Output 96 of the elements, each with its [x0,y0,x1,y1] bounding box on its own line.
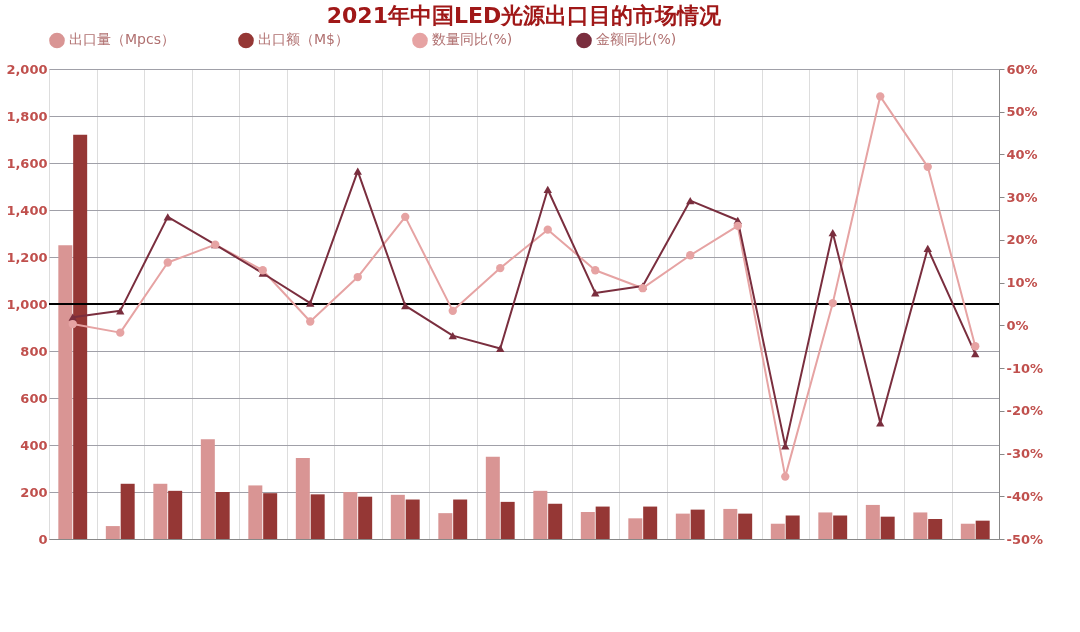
point [686,251,695,260]
bar [485,456,500,539]
bar [500,501,515,539]
bar [548,503,563,539]
point [543,185,552,194]
bar [928,519,943,539]
bar [390,494,405,539]
y-tick-label: 600 [20,390,48,406]
bar [580,511,595,539]
y2-tick-label: 0% [1006,317,1029,333]
y-tick-label: 1,600 [6,155,48,171]
y2-tick-label: 10% [1006,275,1038,291]
y2-tick-label: -10% [1006,360,1044,376]
point [591,266,600,275]
bar [248,485,263,539]
point [781,472,790,481]
y-tick-label: 0 [38,531,48,547]
bar [818,512,833,539]
point [353,272,362,282]
point [733,221,742,230]
bar [770,523,785,539]
bar [168,490,183,539]
point [353,167,362,175]
point [923,244,932,253]
y-tick-label: 400 [20,437,48,453]
bar [595,506,610,539]
y-tick-label: 200 [20,484,48,500]
chart-title: 2021年中国LED光源出口目的市场情况 [326,3,723,28]
bar [533,490,548,539]
y2-tick-label: -20% [1006,403,1044,419]
point [543,225,552,234]
legend-label: 出口额（M$） [258,31,349,48]
legend-label: 金额同比(%) [596,31,677,48]
bar [405,499,420,539]
point [306,299,315,307]
point [971,349,980,358]
bar [738,513,753,539]
y2-tick-label: -50% [1006,531,1044,547]
bar [833,515,848,539]
y2-tick-label: 50% [1006,104,1038,120]
y-tick-label: 1,400 [6,202,48,218]
bar [358,496,373,539]
bar [880,516,895,539]
legend-label: 数量同比(%) [432,31,513,48]
y2-tick-label: -40% [1006,488,1044,504]
point [496,344,505,353]
legend-label: 出口量（Mpcs） [69,31,175,48]
bar [785,515,800,539]
point [686,196,695,205]
bar [263,493,278,539]
y-tick-label: 800 [20,343,48,359]
bar [438,513,453,539]
bar [215,492,230,539]
bar [310,494,325,539]
bar [975,520,990,539]
bar [105,526,120,539]
bar [865,504,880,539]
point [401,302,410,310]
point [828,229,837,237]
point [448,306,457,316]
bar [58,245,73,539]
point [116,328,125,337]
bar [913,512,928,539]
point [496,263,505,273]
point [591,289,600,297]
point [828,298,837,308]
bar [690,509,705,539]
bar [723,508,738,539]
bar [453,499,468,539]
bar [643,506,658,539]
bar [343,492,358,539]
point [448,332,457,340]
point [68,319,77,329]
bar [628,518,643,539]
y2-tick-label: 40% [1006,146,1038,162]
bar [200,439,215,539]
point [306,317,315,326]
point [401,212,410,222]
point [876,92,885,101]
bar [73,134,88,539]
bar [120,483,135,539]
bar [960,523,975,539]
y2-tick-label: 30% [1006,189,1038,205]
y2-tick-label: -30% [1006,446,1044,462]
y-tick-label: 2,000 [6,61,48,77]
point [163,258,172,267]
y2-tick-label: 20% [1006,232,1038,248]
y-tick-label: 1,200 [6,249,48,265]
bar [153,483,168,539]
y-tick-label: 1,000 [6,296,48,312]
bar [295,457,310,539]
point [971,342,980,351]
y-tick-label: 1,800 [6,108,48,124]
y2-tick-label: 60% [1006,61,1038,77]
point [923,162,932,172]
bar [675,513,690,539]
